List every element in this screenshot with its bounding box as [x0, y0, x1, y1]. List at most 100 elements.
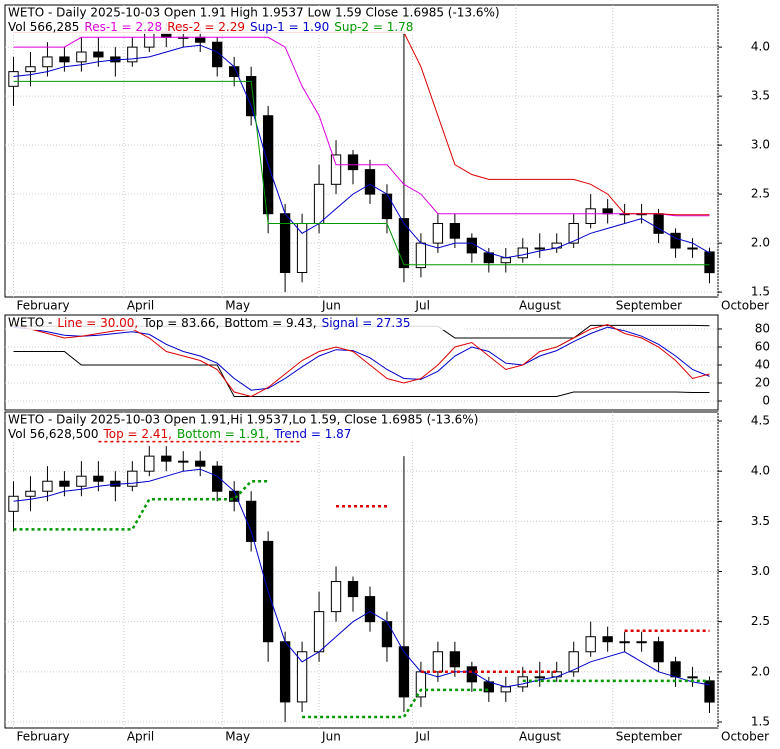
candle-body [245, 500, 257, 542]
candle-body [8, 71, 19, 87]
candle-body [313, 183, 325, 225]
panel-legend: Vol 56,628,500 Top = 2.41, Bottom = 1.91, T… [8, 427, 351, 441]
candle-body [330, 581, 342, 613]
legend-entry: Signal = 27.35 [322, 316, 411, 330]
candle-body [347, 154, 359, 171]
legend-entry: Bottom = 9.43, [224, 316, 316, 330]
panel-title: WETO - Daily 2025-10-03 Open 1.91,Hi 1.9… [8, 413, 478, 427]
candle-body [432, 223, 444, 244]
x-tick-label: Jul [414, 299, 429, 313]
legend-entry: Vol 56,628,500 [8, 427, 98, 441]
candle-body [483, 252, 494, 264]
candle-body [42, 56, 53, 68]
candle-body [704, 251, 715, 274]
y-tick-label: 0 [762, 393, 770, 407]
candle-body [415, 671, 427, 698]
legend-entry: Vol 566,285 [8, 20, 79, 34]
panel-title: WETO - Daily 2025-10-03 Open 1.91 High 1… [8, 6, 500, 20]
x-tick-label: August [519, 730, 561, 744]
candle-body [619, 641, 630, 644]
series-line [302, 688, 489, 719]
x-tick-label: Jul [414, 730, 429, 744]
candle-body [25, 66, 36, 73]
panel-frame [4, 4, 719, 298]
header-bg [6, 316, 466, 330]
series-line [13, 351, 710, 397]
candle-body [534, 247, 545, 250]
y-tick-label: 1.5 [751, 714, 770, 728]
candle-body [432, 651, 444, 673]
candle-body [161, 455, 172, 462]
y-tick-label: 4.0 [751, 464, 770, 478]
y-tick-label: 2.5 [751, 614, 770, 628]
x-tick-label: October [721, 730, 769, 744]
candle-body [687, 247, 698, 250]
legend-entry: Bottom = 1.91, [177, 427, 269, 441]
panel-title: WETO - Line = 30.00, Top = 83.66, Bottom = … [8, 316, 410, 330]
candle-body [313, 611, 325, 653]
x-tick-label: May [225, 299, 250, 313]
candle-body [93, 51, 104, 58]
legend-entry: Line = 30.00, [57, 316, 138, 330]
candle-body [449, 651, 461, 668]
legend-entry: Trend = 1.87 [273, 427, 351, 441]
y-tick-label: 80 [755, 321, 770, 335]
x-tick-label: August [519, 299, 561, 313]
candle-body [144, 31, 155, 48]
candle-body [330, 154, 342, 185]
candle-body [534, 676, 545, 679]
x-tick-label: Jun [321, 730, 341, 744]
candle-body [670, 232, 681, 249]
panel-legend: Vol 566,285 Res-1 = 2.28 Res-2 = 2.29 Sup-1… [8, 20, 413, 34]
x-tick-label: October [721, 299, 769, 313]
y-tick-label: 2.0 [751, 664, 770, 678]
candle-body [602, 208, 613, 215]
candle-body [585, 636, 596, 653]
x-tick-label: May [225, 730, 250, 744]
series-line [13, 468, 710, 688]
candle-body [551, 242, 562, 249]
candle-body [687, 676, 698, 679]
header-bg [6, 6, 476, 34]
candle-body [127, 470, 138, 487]
y-tick-label: 1.5 [751, 285, 770, 299]
candle-body [212, 465, 223, 492]
legend-entry: Res-2 = 2.29 [167, 20, 245, 34]
candle-body [670, 661, 681, 678]
panel-frame [4, 411, 719, 729]
candle-body [76, 475, 87, 487]
candle-body [568, 651, 579, 673]
legend-entry: Top = 83.66, [142, 316, 219, 330]
candle-body [704, 680, 715, 703]
candle-body [500, 257, 511, 264]
candle-body [636, 641, 647, 644]
candle-body [279, 641, 291, 703]
candle-body [76, 51, 87, 63]
legend-entry: Sup-2 = 1.78 [334, 20, 413, 34]
series-line [13, 326, 710, 391]
candle-body [398, 218, 410, 269]
candle-body [195, 460, 206, 467]
candle-body [381, 193, 393, 220]
candle-body [500, 686, 511, 693]
legend-entry: Top = 2.41, [102, 427, 171, 441]
candle-body [42, 480, 53, 492]
candle-body [364, 596, 376, 623]
y-tick-label: 3.5 [751, 514, 770, 528]
header-bg [6, 413, 476, 441]
x-tick-label: September [616, 299, 682, 313]
y-tick-label: 2.5 [751, 187, 770, 201]
candle-body [144, 455, 155, 472]
candle-body [296, 651, 308, 703]
y-tick-label: 3.5 [751, 89, 770, 103]
y-tick-label: 3.0 [751, 138, 770, 152]
candle-body [415, 242, 427, 269]
y-tick-label: 3.0 [751, 564, 770, 578]
y-tick-label: 2.0 [751, 236, 770, 250]
y-tick-label: 60 [755, 339, 770, 353]
candle-body [653, 641, 664, 663]
candle-body [602, 636, 613, 643]
y-tick-label: 40 [755, 357, 770, 371]
series-line [13, 44, 710, 259]
